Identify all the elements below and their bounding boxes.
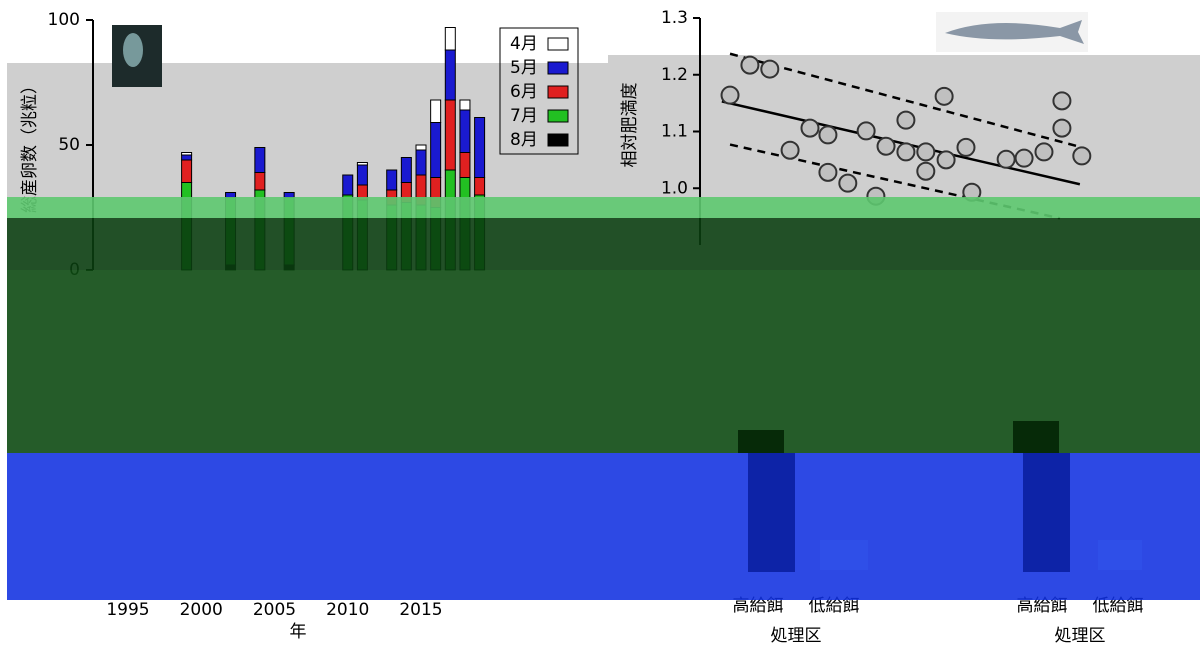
point <box>1073 147 1090 164</box>
bar-segment <box>460 153 470 178</box>
overlay <box>1098 540 1142 570</box>
bar-segment <box>255 148 265 173</box>
page: {"chart_data": [ {"type": "bar", "ylabel… <box>0 0 1202 646</box>
point <box>917 163 934 180</box>
point <box>782 142 799 159</box>
x-tick-label: 1995 <box>106 600 149 620</box>
bar-segment <box>284 193 294 198</box>
point <box>761 61 778 78</box>
point <box>1053 120 1070 137</box>
bar-segment <box>460 100 470 110</box>
x-tick-label: 2000 <box>180 600 223 620</box>
point <box>839 175 856 192</box>
x-tick-label: 2005 <box>253 600 296 620</box>
point <box>998 151 1015 168</box>
overlay <box>7 453 1200 600</box>
x-axis-label: 処理区 <box>771 626 822 646</box>
bar-segment <box>401 158 411 183</box>
figure: 05010019952000200520102015年総産卵数（兆粒）4月5月6… <box>0 0 1202 646</box>
x-tick-label: 2015 <box>399 600 442 620</box>
legend-swatch <box>548 38 568 50</box>
overlay <box>748 453 795 572</box>
point <box>1053 92 1070 109</box>
point <box>801 120 818 137</box>
legend-swatch <box>548 86 568 98</box>
bar-segment <box>445 50 455 100</box>
point <box>1016 150 1033 167</box>
bar-segment <box>431 100 441 123</box>
legend-label: 7月 <box>510 106 538 126</box>
bar-segment <box>255 173 265 191</box>
overlay <box>7 197 1200 218</box>
bar-segment <box>357 163 367 166</box>
x-tick-label: 2010 <box>326 600 369 620</box>
y-tick-label: 100 <box>48 10 80 30</box>
bar-segment <box>343 175 353 195</box>
y-axis-label: 相対肥満度 <box>620 83 640 168</box>
bar-segment <box>460 110 470 153</box>
legend-label: 4月 <box>510 34 538 54</box>
point <box>938 151 955 168</box>
bar-segment <box>431 123 441 178</box>
legend-label: 8月 <box>510 130 538 150</box>
bar-segment <box>475 178 485 196</box>
point <box>819 164 836 181</box>
point <box>722 87 739 104</box>
y-tick-label: 1.2 <box>661 65 688 85</box>
jellyfish-photo <box>112 25 162 87</box>
fish-photo <box>936 12 1088 52</box>
bar-segment <box>387 170 397 190</box>
bar-segment <box>182 160 192 183</box>
point <box>897 143 914 160</box>
overlay <box>738 430 784 453</box>
legend-label: 5月 <box>510 58 538 78</box>
y-tick-label: 50 <box>58 135 80 155</box>
point <box>741 57 758 74</box>
bar-segment <box>357 165 367 185</box>
overlay <box>1023 453 1070 572</box>
point <box>917 143 934 160</box>
y-tick-label: 1.0 <box>661 178 688 198</box>
bar-segment <box>226 193 236 198</box>
point <box>897 112 914 129</box>
bar-segment <box>445 28 455 51</box>
point <box>819 126 836 143</box>
legend-swatch <box>548 110 568 122</box>
overlay <box>7 218 1200 270</box>
point <box>936 88 953 105</box>
legend-swatch <box>548 134 568 146</box>
y-tick-label: 1.3 <box>661 8 688 28</box>
bar-segment <box>416 145 426 150</box>
bar-segment <box>182 153 192 156</box>
bar-segment <box>416 150 426 175</box>
y-tick-label: 1.1 <box>661 122 688 142</box>
x-axis-label: 年 <box>290 622 307 642</box>
point <box>878 138 895 155</box>
x-axis-label: 処理区 <box>1055 626 1106 646</box>
point <box>957 139 974 156</box>
overlay <box>820 540 868 570</box>
point <box>1035 143 1052 160</box>
point <box>858 122 875 139</box>
y-axis-label: 総産卵数（兆粒） <box>20 77 40 213</box>
bar-segment <box>445 100 455 170</box>
legend-swatch <box>548 62 568 74</box>
overlay <box>1013 421 1059 453</box>
bar-segment <box>182 155 192 160</box>
legend-label: 6月 <box>510 82 538 102</box>
bar-segment <box>475 118 485 178</box>
